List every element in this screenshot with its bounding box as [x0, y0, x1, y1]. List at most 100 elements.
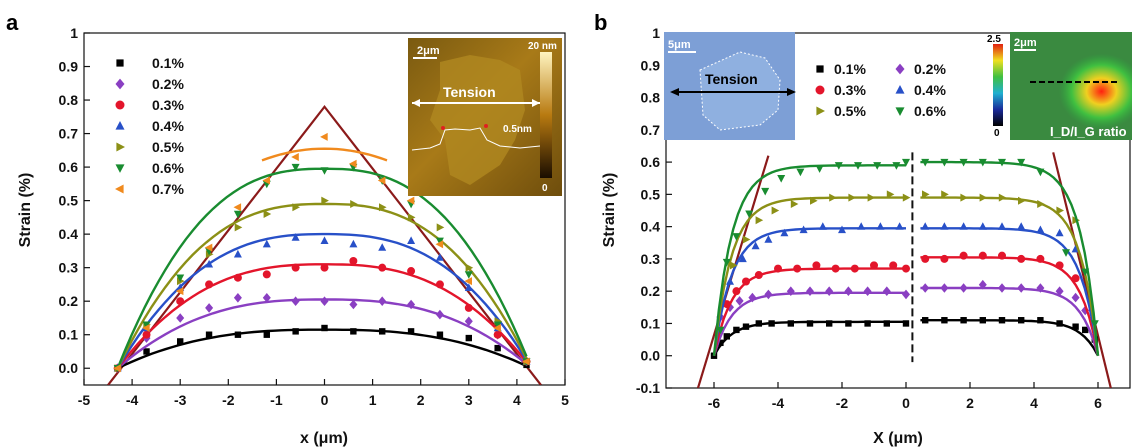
panel-b-x-axis-label: X (μm) [873, 430, 923, 447]
optical-scalebar-label: 5μm [668, 39, 691, 51]
panel-b-point-0-1pct [755, 320, 762, 327]
panel-a-point-0-6pct [435, 237, 444, 246]
panel-b-point-0-5pct [848, 193, 856, 202]
panel-a-point-0-5pct [407, 213, 416, 222]
panel-b-point-0-4pct [780, 228, 789, 237]
panel-b-point-0-2pct [844, 286, 853, 296]
panel-b-legend-label-0-4pct: 0.4% [914, 82, 946, 98]
panel-a-point-0-1pct [205, 331, 213, 338]
panel-b-fit-right-0-6pct [920, 160, 1100, 356]
panel-b-point-0-1pct [922, 317, 929, 324]
panel-a-legend-marker-0-7pct [115, 184, 124, 194]
panel-b-fit-left-0-6pct [712, 164, 906, 356]
panel-a-point-0-1pct [465, 334, 472, 342]
panel-b-y-tick-label: 0.8 [641, 90, 661, 106]
panel-a-point-0-6pct [176, 274, 185, 283]
panel-a-point-0-4pct [291, 233, 300, 241]
afm-colorbar-min-label: 0 [542, 183, 548, 194]
panel-b-point-0-4pct [876, 222, 885, 230]
panel-b-point-0-2pct [1036, 283, 1045, 293]
panel-a-point-0-7pct [435, 240, 444, 249]
panel-b-x-tick-label: 0 [902, 395, 910, 411]
panel-b-fit-right-0-2pct [920, 286, 1100, 357]
panel-b-point-0-4pct [738, 254, 747, 263]
panel-b-point-0-2pct [882, 286, 891, 296]
panel-a-point-0-7pct [522, 357, 530, 366]
panel-b-x-tick-label: -6 [708, 395, 721, 411]
panel-b-point-0-3pct [850, 264, 859, 273]
panel-a-point-0-7pct [262, 176, 270, 185]
panel-a-point-0-3pct [464, 303, 473, 312]
panel-b-point-0-3pct [774, 264, 782, 273]
panel-a-x-tick-label: 4 [513, 392, 521, 408]
panel-b-point-0-3pct [998, 251, 1006, 260]
panel-b-y-tick-label: 0.2 [641, 283, 661, 299]
panel-a-point-0-4pct [320, 236, 329, 244]
panel-a-point-0-7pct [204, 243, 213, 252]
panel-b-point-0-6pct [716, 326, 725, 335]
panel-a-point-0-1pct [379, 328, 386, 335]
panel-a-label: a [6, 10, 19, 35]
panel-b-point-0-4pct [1055, 228, 1064, 237]
panel-a-point-0-6pct [320, 167, 329, 175]
panel-b-point-0-5pct [790, 200, 799, 208]
panel-a-point-0-2pct [378, 296, 387, 306]
panel-a-y-tick-label: 1 [70, 25, 78, 41]
panel-a-point-0-7pct [142, 324, 150, 332]
panel-a-point-0-3pct [407, 267, 416, 276]
panel-b-y-tick-label: 0.6 [641, 154, 661, 170]
panel-a-point-0-1pct [263, 331, 270, 338]
panel-a-x-tick-label: 5 [561, 392, 569, 408]
panel-b-point-0-1pct [941, 317, 948, 324]
panel-a-point-0-1pct [177, 338, 184, 345]
panel-b-fit-right-0-5pct [920, 196, 1100, 356]
panel-b-point-0-2pct [1017, 283, 1026, 293]
panel-a-point-0-1pct [407, 328, 415, 335]
panel-b-plot-frame [665, 32, 1131, 389]
panel-b-legend-label-0-2pct: 0.2% [914, 61, 946, 77]
panel-a-legend-marker-0-4pct [115, 121, 125, 130]
panel-a-point-0-5pct [321, 196, 329, 205]
panel-a-point-0-6pct [291, 163, 300, 172]
panel-b-point-0-1pct [806, 320, 814, 327]
panel-b-point-0-3pct [754, 271, 763, 280]
panel-b-point-0-3pct [959, 251, 968, 260]
panel-b-point-0-6pct [1062, 249, 1070, 257]
panel-b-envelope-right [1052, 152, 1112, 388]
panel-b-y-tick-label: 0.3 [641, 251, 661, 267]
panel-b-point-0-6pct [940, 158, 949, 167]
panel-b-point-0-6pct [722, 258, 731, 267]
panel-b-point-0-3pct [940, 254, 949, 263]
afm-tension-label: Tension [443, 84, 496, 100]
panel-b-point-0-4pct [978, 222, 987, 230]
panel-a-x-tick-label: -3 [174, 392, 187, 408]
panel-b-point-0-3pct [902, 264, 910, 273]
panel-a-x-tick-label: -4 [126, 392, 139, 408]
panel-b-point-0-1pct [733, 326, 740, 334]
panel-a-fit-curve-0-1pct [117, 328, 527, 370]
panel-b-point-0-1pct [979, 317, 986, 324]
panel-b-point-0-1pct [742, 323, 750, 330]
panel-b-point-0-3pct [742, 277, 750, 286]
panel-a-y-tick-label: 0.9 [59, 59, 79, 75]
panel-a-x-tick-label: -2 [222, 392, 235, 408]
panel-b-y-tick-label: 1 [652, 25, 660, 41]
panel-b-point-0-5pct [902, 193, 911, 202]
panel-b-point-0-5pct [810, 196, 818, 205]
panel-b-point-0-6pct [854, 162, 862, 170]
panel-b-point-0-1pct [960, 317, 967, 324]
panel-b-point-0-6pct [902, 158, 910, 167]
panel-a-x-tick-label: 3 [465, 392, 473, 408]
panel-b-point-0-1pct [1037, 317, 1044, 324]
panel-b-legend-marker-0-1pct [816, 65, 824, 73]
panel-a-legend-marker-0-3pct [115, 100, 125, 110]
panel-a-legend-marker-0-5pct [116, 142, 125, 152]
panel-a-point-0-4pct [233, 249, 242, 258]
panel-a-point-0-7pct [291, 153, 299, 161]
panel-b-point-0-4pct [838, 225, 846, 234]
panel-a-legend-label-0-7pct: 0.7% [152, 181, 184, 197]
panel-a-point-0-5pct [379, 203, 387, 212]
panel-a-legend-label-0-3pct: 0.3% [152, 97, 184, 113]
panel-a-point-0-2pct [176, 313, 185, 323]
